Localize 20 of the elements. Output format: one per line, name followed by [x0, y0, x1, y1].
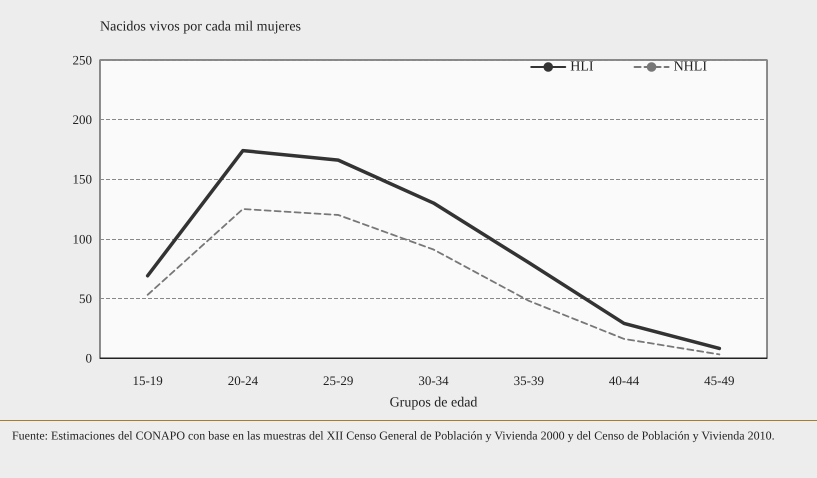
x-tick-label: 45-49 [704, 373, 735, 388]
y-tick-label: 250 [72, 52, 92, 68]
line-series [146, 148, 722, 350]
y-tick-label: 100 [72, 231, 92, 246]
source-note: Fuente: Estimaciones del CONAPO con base en las muestras del XII Censo General de Población y Vivienda 2000 y del Censo de Población y Vivienda 2010. [12, 428, 775, 442]
x-axis-title: Grupos de edad [390, 396, 478, 410]
y-tick-label: 50 [79, 290, 92, 306]
x-tick-label: 25-29 [323, 373, 354, 388]
legend-label: NHLI [674, 60, 708, 74]
y-tick-label: 200 [72, 112, 92, 128]
legend-label: HLI [570, 60, 594, 74]
x-tick-label: 40-44 [608, 373, 640, 388]
x-tick-label: 30-34 [418, 373, 450, 388]
y-tick-label: 0 [86, 350, 92, 366]
x-tick-label: 35-39 [514, 373, 544, 388]
x-tick-label: 15-19 [132, 373, 163, 388]
x-tick-label: 20-24 [228, 373, 259, 388]
y-axis-title: Nacidos vivos por cada mil mujeres [100, 20, 302, 34]
line-series [146, 208, 720, 356]
y-tick-label: 150 [72, 172, 92, 187]
